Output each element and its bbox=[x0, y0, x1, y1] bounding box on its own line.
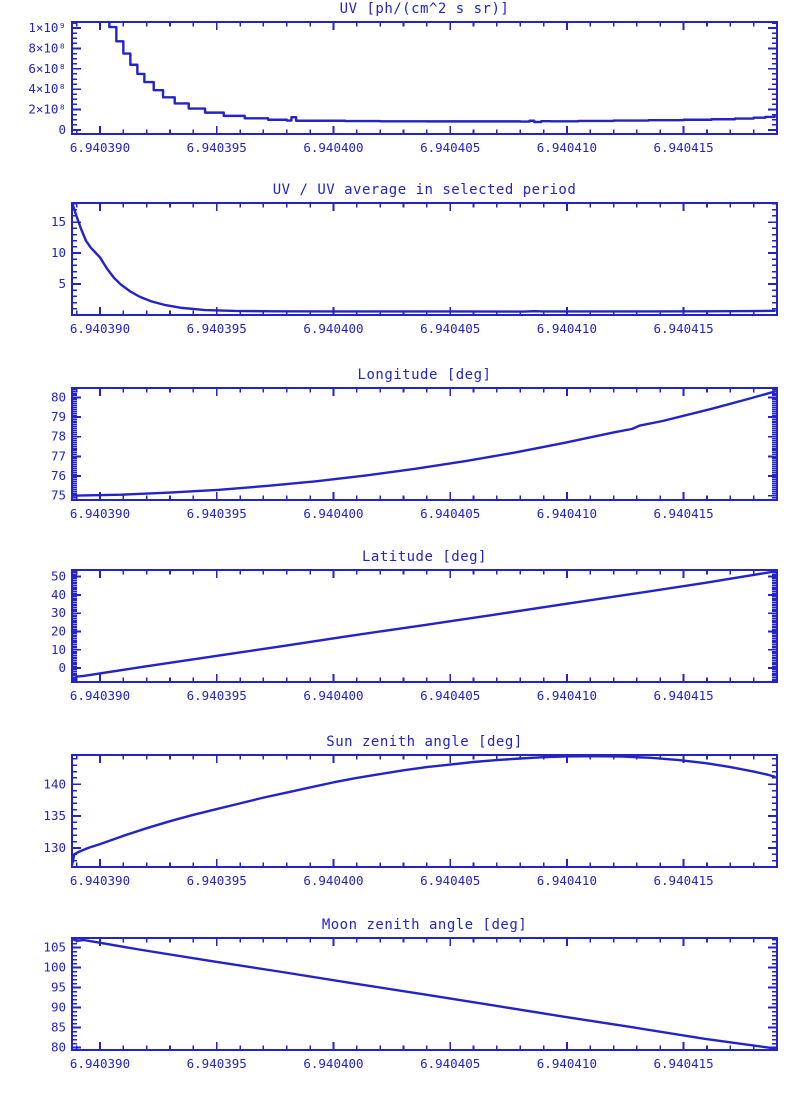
x-tick-label: 6.940400 bbox=[303, 140, 363, 155]
x-tick-label: 6.940400 bbox=[303, 506, 363, 521]
chart-longitude-title: Longitude [deg] bbox=[357, 367, 492, 383]
y-tick-label: 105 bbox=[43, 940, 66, 955]
data-line bbox=[72, 570, 776, 682]
x-tick-label: 6.940400 bbox=[303, 688, 363, 703]
y-tick-label: 130 bbox=[43, 840, 66, 855]
y-tick-label: 79 bbox=[51, 409, 66, 424]
data-line bbox=[108, 22, 776, 124]
chart-sun-zenith-title: Sun zenith angle [deg] bbox=[326, 734, 523, 750]
y-tick-label: 2×10⁸ bbox=[28, 102, 66, 117]
chart-latitude-canvas: 6.940390 6.940395 6.940400 6.940405 6.940410… bbox=[51, 569, 778, 703]
chart-sun-zenith: Sun zenith angle [deg] 6.940390 6.940395 6… bbox=[0, 733, 800, 917]
chart-uv-canvas: 6.940390 6.940395 6.940400 6.940405 6.940410… bbox=[28, 20, 778, 155]
y-tick-label: 0 bbox=[58, 122, 66, 137]
x-tick-label: 6.940405 bbox=[420, 1056, 480, 1071]
x-tick-label: 6.940395 bbox=[187, 321, 247, 336]
x-tick-label: 6.940395 bbox=[187, 688, 247, 703]
chart-uv-ratio-title: UV / UV average in selected period bbox=[272, 182, 577, 198]
chart-latitude: Latitude [deg] 6.940390 6.940395 6.940400 6… bbox=[0, 548, 800, 732]
data-line bbox=[72, 938, 776, 1050]
y-tick-label: 20 bbox=[51, 623, 66, 638]
chart-moon-zenith: Moon zenith angle [deg] 6.940390 6.940395… bbox=[0, 916, 800, 1100]
y-tick-label: 100 bbox=[43, 960, 66, 975]
chart-moon-zenith-canvas: 6.940390 6.940395 6.940400 6.940405 6.940410… bbox=[43, 937, 778, 1071]
data-line bbox=[72, 755, 776, 867]
x-tick-label: 6.940405 bbox=[420, 140, 480, 155]
y-tick-label: 40 bbox=[51, 587, 66, 602]
x-tick-label: 6.940410 bbox=[537, 506, 597, 521]
chart-uv-ratio-canvas: 6.940390 6.940395 6.940400 6.940405 6.940410… bbox=[51, 202, 778, 336]
y-tick-label: 10 bbox=[51, 245, 66, 260]
x-tick-label: 6.940395 bbox=[187, 506, 247, 521]
y-tick-label: 140 bbox=[43, 776, 66, 791]
x-tick-label: 6.940405 bbox=[420, 873, 480, 888]
data-line bbox=[72, 203, 776, 313]
y-tick-label: 80 bbox=[51, 389, 66, 404]
x-tick-label: 6.940405 bbox=[420, 506, 480, 521]
x-tick-label: 6.940415 bbox=[654, 321, 714, 336]
x-tick-label: 6.940400 bbox=[303, 321, 363, 336]
x-tick-label: 6.940390 bbox=[70, 873, 130, 888]
x-tick-label: 6.940415 bbox=[654, 1056, 714, 1071]
y-tick-label: 30 bbox=[51, 605, 66, 620]
chart-uv: UV [ph/(cm^2 s sr)] 6.940390 6.940395 6.94… bbox=[0, 0, 800, 184]
y-tick-label: 75 bbox=[51, 488, 66, 503]
data-line bbox=[72, 390, 776, 497]
y-tick-label: 10 bbox=[51, 642, 66, 657]
x-tick-label: 6.940410 bbox=[537, 688, 597, 703]
y-tick-label: 135 bbox=[43, 808, 66, 823]
x-tick-label: 6.940410 bbox=[537, 873, 597, 888]
plot-border bbox=[71, 21, 778, 135]
x-tick-label: 6.940400 bbox=[303, 1056, 363, 1071]
x-tick-label: 6.940410 bbox=[537, 321, 597, 336]
plot-border bbox=[71, 937, 778, 1051]
x-tick-label: 6.940390 bbox=[70, 1056, 130, 1071]
chart-uv-title: UV [ph/(cm^2 s sr)] bbox=[339, 1, 510, 17]
x-tick-label: 6.940395 bbox=[187, 140, 247, 155]
y-tick-label: 50 bbox=[51, 569, 66, 584]
plot-border bbox=[71, 202, 778, 316]
y-tick-label: 6×10⁸ bbox=[28, 61, 66, 76]
x-tick-label: 6.940390 bbox=[70, 140, 130, 155]
y-tick-label: 76 bbox=[51, 468, 66, 483]
chart-latitude-title: Latitude [deg] bbox=[361, 549, 487, 565]
y-tick-label: 90 bbox=[51, 1000, 66, 1015]
y-tick-label: 85 bbox=[51, 1020, 66, 1035]
x-tick-label: 6.940415 bbox=[654, 140, 714, 155]
chart-uv-ratio: UV / UV average in selected period 6.940… bbox=[0, 181, 800, 365]
y-tick-label: 5 bbox=[58, 276, 66, 291]
y-tick-label: 0 bbox=[58, 660, 66, 675]
x-tick-label: 6.940400 bbox=[303, 873, 363, 888]
plot-border bbox=[71, 387, 778, 501]
x-tick-label: 6.940405 bbox=[420, 688, 480, 703]
x-tick-label: 6.940390 bbox=[70, 321, 130, 336]
y-tick-label: 1×10⁹ bbox=[28, 20, 66, 35]
chart-longitude: Longitude [deg] 6.940390 6.940395 6.940400… bbox=[0, 366, 800, 550]
x-tick-label: 6.940415 bbox=[654, 873, 714, 888]
x-tick-label: 6.940405 bbox=[420, 321, 480, 336]
y-tick-label: 78 bbox=[51, 429, 66, 444]
x-tick-label: 6.940415 bbox=[654, 506, 714, 521]
plot-border bbox=[71, 569, 778, 683]
x-tick-label: 6.940395 bbox=[187, 1056, 247, 1071]
plot-border bbox=[71, 754, 778, 868]
y-tick-label: 95 bbox=[51, 980, 66, 995]
x-tick-label: 6.940410 bbox=[537, 1056, 597, 1071]
y-tick-label: 8×10⁸ bbox=[28, 40, 66, 55]
y-tick-label: 15 bbox=[51, 214, 66, 229]
x-tick-label: 6.940390 bbox=[70, 506, 130, 521]
x-tick-label: 6.940410 bbox=[537, 140, 597, 155]
chart-sun-zenith-canvas: 6.940390 6.940395 6.940400 6.940405 6.940410… bbox=[43, 754, 778, 888]
chart-longitude-canvas: 6.940390 6.940395 6.940400 6.940405 6.940410… bbox=[51, 387, 778, 521]
x-tick-label: 6.940415 bbox=[654, 688, 714, 703]
y-tick-label: 77 bbox=[51, 448, 66, 463]
chart-moon-zenith-title: Moon zenith angle [deg] bbox=[321, 917, 528, 933]
y-tick-label: 4×10⁸ bbox=[28, 81, 66, 96]
x-tick-label: 6.940390 bbox=[70, 688, 130, 703]
x-tick-label: 6.940395 bbox=[187, 873, 247, 888]
y-tick-label: 80 bbox=[51, 1040, 66, 1055]
